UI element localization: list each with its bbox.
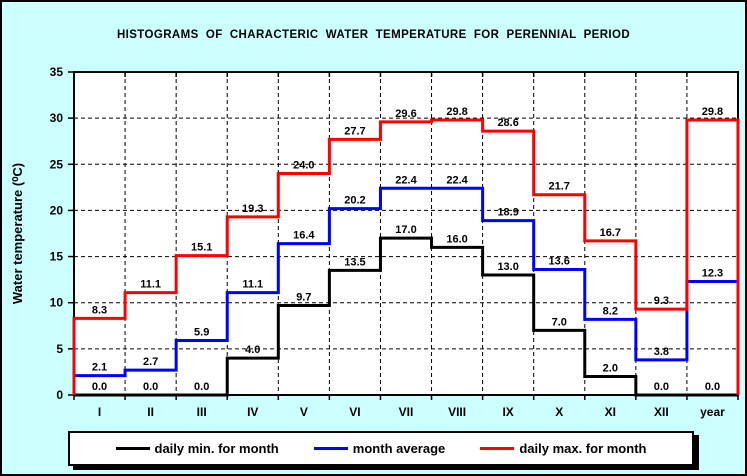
- x-tick-label: XII: [654, 405, 669, 419]
- y-tick-label: 20: [50, 203, 64, 217]
- legend-item-daily-max: daily max. for month: [480, 441, 646, 456]
- series-month-average: [72, 186, 740, 395]
- value-label: 0.0: [654, 381, 669, 393]
- x-tick-label: II: [147, 405, 154, 419]
- legend-label-month-average: month average: [352, 441, 446, 456]
- value-label: 2.7: [143, 356, 158, 368]
- red-line-swatch-icon: [480, 447, 515, 450]
- value-label: 8.3: [92, 304, 107, 316]
- legend-item-month-average: month average: [313, 441, 446, 456]
- value-label: 0.0: [705, 381, 720, 393]
- value-label: 18.9: [497, 207, 518, 219]
- value-label: 16.7: [600, 227, 621, 239]
- value-label: 9.3: [654, 295, 669, 307]
- y-tick-label: 25: [50, 157, 64, 171]
- x-tick-label: XI: [605, 405, 616, 419]
- x-tick-label: VI: [349, 405, 360, 419]
- value-label: 16.4: [293, 230, 315, 242]
- value-label: 12.3: [702, 267, 723, 279]
- value-label: 21.7: [549, 181, 570, 193]
- series-daily-max-for-month: [72, 118, 740, 395]
- y-tick-label: 0: [56, 388, 63, 402]
- legend-label-daily-max: daily max. for month: [519, 441, 647, 456]
- legend: daily min. for month month average daily…: [68, 431, 694, 466]
- value-label: 4.0: [245, 344, 260, 356]
- value-label: 29.8: [702, 106, 723, 118]
- value-label: 27.7: [344, 125, 365, 137]
- value-label: 5.9: [194, 327, 209, 339]
- x-tick-label: VIII: [448, 405, 466, 419]
- value-label: 22.4: [395, 174, 417, 186]
- y-tick-label: 15: [50, 250, 64, 264]
- value-label: 2.0: [603, 363, 618, 375]
- y-axis-title: Water temperature (⁰C): [10, 163, 25, 304]
- value-label: 28.6: [497, 117, 518, 129]
- x-tick-label: year: [700, 405, 725, 419]
- value-label: 29.6: [395, 108, 416, 120]
- value-label: 0.0: [92, 381, 107, 393]
- value-label: 2.1: [92, 362, 107, 374]
- value-label: 24.0: [293, 160, 314, 172]
- value-label: 15.1: [191, 242, 212, 254]
- x-tick-label: IX: [502, 405, 513, 419]
- value-label: 22.4: [446, 174, 468, 186]
- black-line-swatch-icon: [115, 447, 150, 450]
- y-tick-label: 30: [50, 111, 64, 125]
- chart-title: HISTOGRAMS OF CHARACTERIC WATER TEMPERAT…: [116, 29, 631, 41]
- y-tick-label: 5: [56, 342, 63, 356]
- x-tick-label: IV: [247, 405, 258, 419]
- legend-item-daily-min: daily min. for month: [115, 441, 279, 456]
- x-tick-label: VII: [399, 405, 414, 419]
- x-tick-label: V: [300, 405, 308, 419]
- value-label: 20.2: [344, 195, 365, 207]
- value-label: 17.0: [395, 224, 416, 236]
- x-tick-label: I: [98, 405, 101, 419]
- value-label: 29.8: [446, 106, 467, 118]
- value-label: 3.8: [654, 346, 669, 358]
- value-label: 9.7: [296, 291, 311, 303]
- x-tick-label: III: [197, 405, 207, 419]
- y-tick-label: 10: [50, 296, 64, 310]
- value-label: 13.0: [497, 261, 518, 273]
- x-tick-label: X: [555, 405, 563, 419]
- value-label: 13.5: [344, 256, 365, 268]
- value-label: 0.0: [194, 381, 209, 393]
- value-label: 16.0: [446, 233, 467, 245]
- value-label: 8.2: [603, 305, 618, 317]
- value-label: 11.1: [140, 279, 161, 291]
- value-label: 13.6: [549, 255, 570, 267]
- legend-label-daily-min: daily min. for month: [154, 441, 279, 456]
- value-label: 11.1: [242, 279, 263, 291]
- value-label: 0.0: [143, 381, 158, 393]
- series-daily-min-for-month: [74, 236, 738, 397]
- y-tick-label: 35: [50, 65, 64, 79]
- blue-line-swatch-icon: [313, 447, 348, 450]
- value-label: 19.3: [242, 203, 263, 215]
- value-label: 7.0: [552, 316, 567, 328]
